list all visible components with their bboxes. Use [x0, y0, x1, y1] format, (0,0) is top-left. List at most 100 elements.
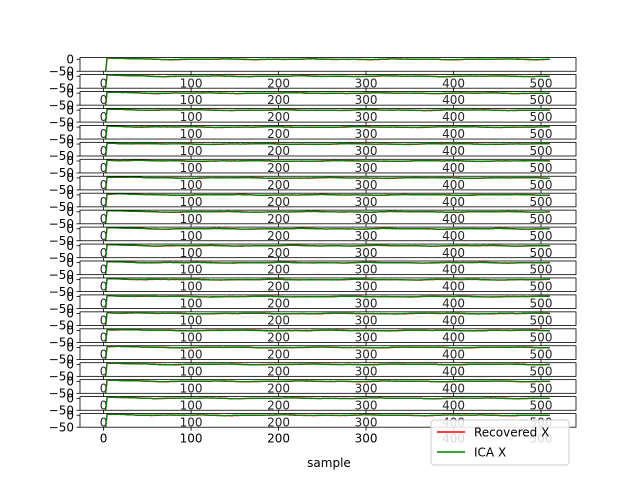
x-tick-label: 400 [442, 331, 465, 345]
x-tick-label: 100 [180, 144, 203, 158]
x-tick-label: 0 [100, 263, 108, 277]
x-tick-label: 300 [355, 331, 378, 345]
y-tick-label: 0 [66, 408, 74, 422]
y-tick-label: 0 [66, 86, 74, 100]
x-tick-label: 300 [355, 127, 378, 141]
series-line-ica-x [105, 91, 550, 106]
panel-frame [79, 277, 577, 293]
x-tick-label: 400 [442, 178, 465, 192]
y-tick-label: −50 [49, 420, 74, 434]
x-tick-label: 400 [442, 246, 465, 260]
y-tick-label: −50 [49, 149, 74, 163]
y-tick-label: 0 [66, 69, 74, 83]
x-tick-label: 200 [267, 127, 290, 141]
panel-frame [79, 125, 577, 140]
x-tick-label: 0 [100, 364, 108, 378]
panel-12: 0−500 100 200 300 400 500 [49, 239, 577, 277]
x-tick-label: 300 [355, 364, 378, 378]
x-tick-label: 0 [100, 297, 108, 311]
x-tick-label: 300 [355, 398, 378, 412]
x-tick-label: 0 [100, 127, 108, 141]
y-tick-label: −50 [49, 166, 74, 180]
x-tick-label: 100 [180, 331, 203, 345]
series-line-ica-x [105, 244, 550, 258]
panel-frame [79, 294, 577, 309]
x-tick-label: 400 [442, 398, 465, 412]
panel-18: 0−500 100 200 300 400 500 [49, 341, 577, 378]
x-tick-label: 100 [180, 364, 203, 378]
series-line-ica-x [105, 278, 550, 292]
x-tick-label: 400 [442, 127, 465, 141]
x-tick-label: 500 [530, 144, 553, 158]
x-tick-label: 0 [100, 144, 108, 158]
x-tick-label: 500 [530, 93, 553, 107]
x-tick-label: 500 [530, 161, 553, 175]
x-tick-label: 0 [100, 331, 108, 345]
x-tick-label: 300 [355, 246, 378, 260]
series-line-ica-x [105, 108, 550, 123]
x-tick-label: 0 [100, 178, 108, 192]
panel-frame [79, 209, 577, 225]
panel-frame [79, 362, 577, 377]
x-tick-label: 0 [100, 195, 108, 209]
y-tick-label: 0 [66, 137, 74, 151]
x-tick-label: 400 [442, 364, 465, 378]
legend-box [430, 419, 570, 466]
y-tick-label: −50 [49, 115, 74, 129]
panel-20: 0−500 100 200 300 400 500 [49, 375, 577, 412]
x-tick-label: 500 [530, 178, 553, 192]
y-tick-label: 0 [66, 324, 74, 338]
x-tick-label: 300 [355, 229, 378, 243]
x-tick-label: 100 [180, 212, 203, 226]
y-tick-label: −50 [49, 98, 74, 112]
x-tick-label: 400 [442, 212, 465, 226]
x-tick-label: 400 [442, 280, 465, 294]
x-tick-label: 100 [180, 161, 203, 175]
x-tick-label: 0 [100, 212, 108, 226]
panel-22: 0−50 [49, 408, 577, 434]
x-tick-label: 0 [100, 432, 108, 446]
panel-10: 0−500 100 200 300 400 500 [49, 205, 577, 243]
series-line-ica-x [105, 261, 550, 275]
x-tick-label: 400 [442, 76, 465, 90]
panel-4: 0−500 100 200 300 400 500 [49, 103, 577, 141]
series-line-ica-x [105, 193, 550, 207]
x-tick-label: 100 [180, 110, 203, 124]
x-tick-label: 500 [530, 280, 553, 294]
x-tick-label: 100 [180, 195, 203, 209]
panel-9: 0−500 100 200 300 400 500 [49, 188, 577, 226]
x-tick-label: 100 [180, 246, 203, 260]
y-tick-label: −50 [49, 183, 74, 197]
x-tick-label: 400 [442, 110, 465, 124]
series-line-recovered-x [105, 176, 550, 190]
y-tick-label: 0 [66, 256, 74, 270]
x-tick-label: 0 [100, 161, 108, 175]
x-tick-label: 200 [267, 347, 290, 361]
y-tick-label: 0 [66, 154, 74, 168]
panel-frame [79, 328, 577, 343]
x-tick-label: 0 [100, 246, 108, 260]
panel-frame [79, 91, 577, 106]
panel-3: 0−500 100 200 300 400 500 [49, 86, 577, 124]
x-tick-label: 200 [267, 76, 290, 90]
x-tick-label: 200 [267, 331, 290, 345]
panel-17: 0−500 100 200 300 400 500 [49, 324, 577, 361]
y-tick-label: −50 [49, 319, 74, 333]
x-tick-label: 500 [530, 398, 553, 412]
x-tick-label: 400 [442, 263, 465, 277]
panel-11: 0−500 100 200 300 400 500 [49, 222, 577, 260]
panel-frame [79, 345, 577, 360]
panel-frame [79, 74, 577, 89]
x-tick-label: 300 [355, 110, 378, 124]
panel-15: 0−500 100 200 300 400 500 [49, 290, 577, 328]
panel-frame [79, 108, 577, 123]
y-tick-label: −50 [49, 81, 74, 95]
x-tick-label: 400 [442, 297, 465, 311]
x-tick-label: 0 [100, 93, 108, 107]
panel-1: 0−500 100 200 300 400 500 [49, 52, 577, 90]
x-tick-label: 100 [180, 93, 203, 107]
x-tick-label: 200 [267, 263, 290, 277]
x-tick-label: 200 [267, 432, 290, 446]
